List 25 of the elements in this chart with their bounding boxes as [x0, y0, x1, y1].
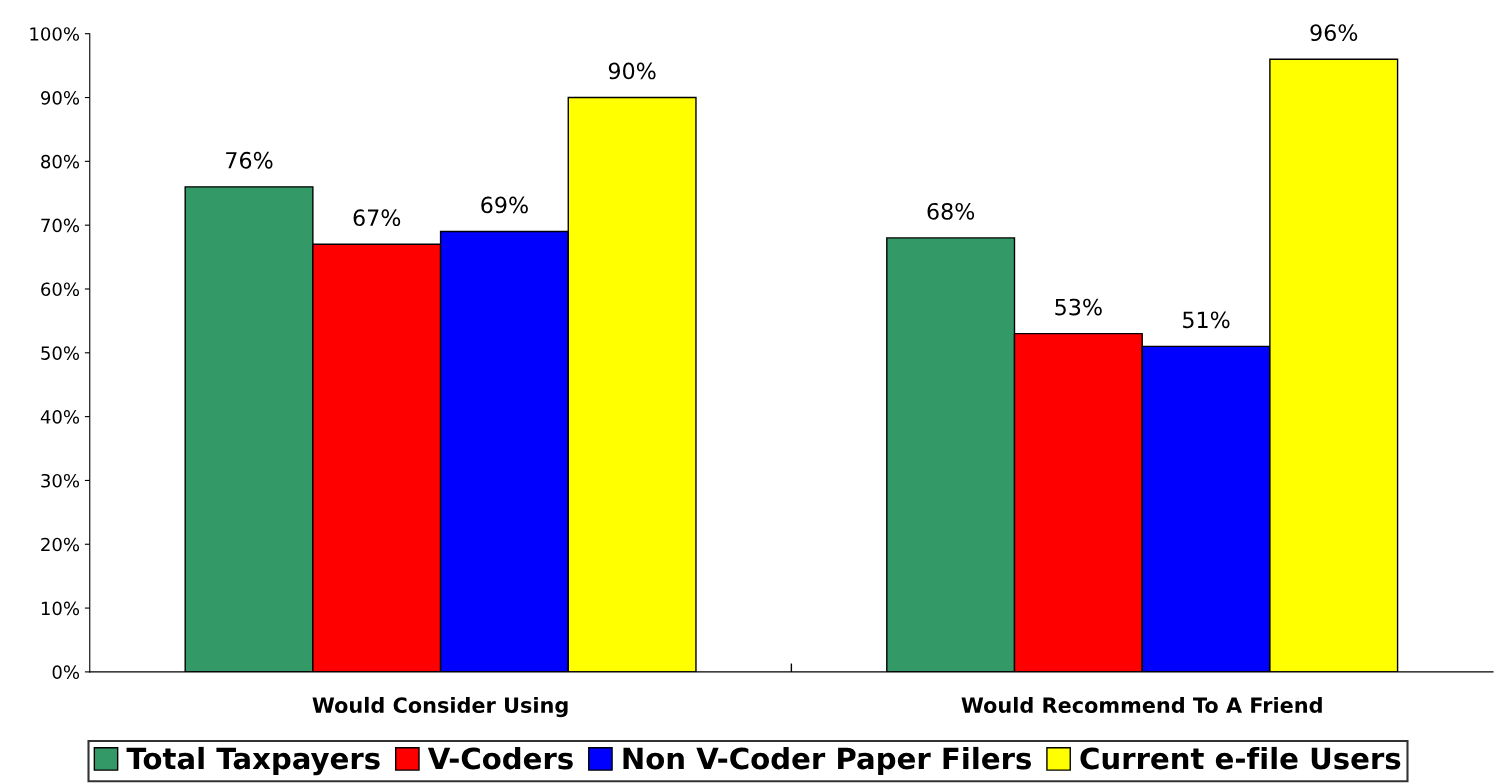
data-label: 53% [1055, 298, 1102, 316]
data-label: 96% [1310, 24, 1358, 42]
data-label: 67% [353, 209, 401, 227]
x-tick-label: Would Consider Using [312, 696, 568, 718]
data-label: 69% [481, 196, 528, 214]
data-label: 76% [226, 151, 273, 169]
legend-label: Non V-Coder Paper Filers [623, 746, 1031, 776]
legend-label: V-Coders [427, 746, 573, 770]
y-tick-label: 30% [41, 473, 80, 488]
data-label: 90% [608, 62, 656, 80]
legend-label: Total Taxpayers [126, 746, 380, 776]
y-tick-label: 40% [40, 410, 80, 424]
y-tick-label: 60% [41, 282, 80, 297]
x-tick-label: Would Recommend To A Friend [961, 696, 1322, 714]
y-tick-label: 80% [41, 154, 80, 169]
y-tick-label: 0% [52, 665, 80, 679]
y-tick-label: 90% [41, 90, 80, 105]
legend-label: Current e-file Users [1080, 746, 1401, 770]
y-tick-label: 100% [30, 27, 80, 41]
data-label: 51% [1183, 311, 1230, 329]
y-tick-label: 70% [41, 218, 80, 233]
data-label: 68% [927, 202, 975, 220]
y-tick-label: 10% [41, 601, 80, 616]
y-tick-label: 50% [41, 346, 80, 360]
y-tick-label: 20% [41, 537, 80, 552]
